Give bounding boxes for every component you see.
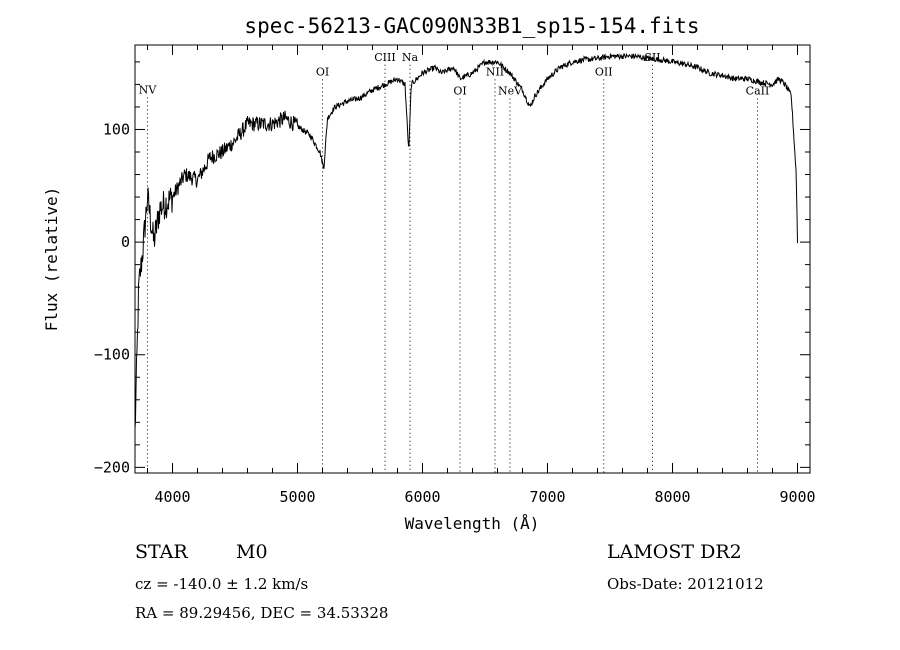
line-marker-label: CaII	[746, 85, 770, 98]
survey-name: LAMOST DR2	[607, 541, 742, 563]
y-tick-label: −100	[94, 346, 130, 364]
x-tick-label: 6000	[404, 488, 440, 506]
line-marker-label: NeV	[498, 85, 523, 98]
redshift-velocity: cz = -140.0 ± 1.2 km/s	[135, 575, 309, 593]
subclass: M0	[236, 541, 268, 563]
y-tick-label: 100	[103, 120, 130, 138]
line-marker-label: NV	[139, 83, 158, 96]
observation-date: Obs-Date: 20121012	[607, 575, 764, 593]
coordinates: RA = 89.29456, DEC = 34.53328	[135, 604, 389, 622]
y-axis-label: Flux (relative)	[42, 187, 61, 332]
chart-title: spec-56213-GAC090N33B1_sp15-154.fits	[244, 14, 699, 38]
y-tick-label: 0	[121, 233, 130, 251]
line-marker-label: OI	[316, 65, 329, 78]
y-axis-ticks: −200 −100 0 100	[94, 61, 810, 476]
x-axis-label: Wavelength (Å)	[405, 514, 540, 533]
x-tick-label: 7000	[529, 488, 565, 506]
plot-frame	[134, 44, 811, 474]
x-tick-label: 4000	[154, 488, 190, 506]
x-tick-label: 5000	[279, 488, 315, 506]
line-marker-label: NII	[486, 65, 504, 78]
y-tick-label: −200	[94, 458, 130, 476]
x-axis-ticks: 4000 5000 6000 7000 8000 9000	[147, 45, 816, 506]
x-tick-label: 8000	[654, 488, 690, 506]
object-class: STAR	[135, 541, 188, 563]
line-marker-label: Na	[402, 51, 419, 64]
line-marker-label: OI	[453, 85, 466, 98]
line-marker-label: CIII	[374, 51, 395, 64]
line-marker-label: OII	[595, 65, 613, 78]
x-tick-label: 9000	[779, 488, 815, 506]
spectrum-line	[134, 52, 798, 429]
